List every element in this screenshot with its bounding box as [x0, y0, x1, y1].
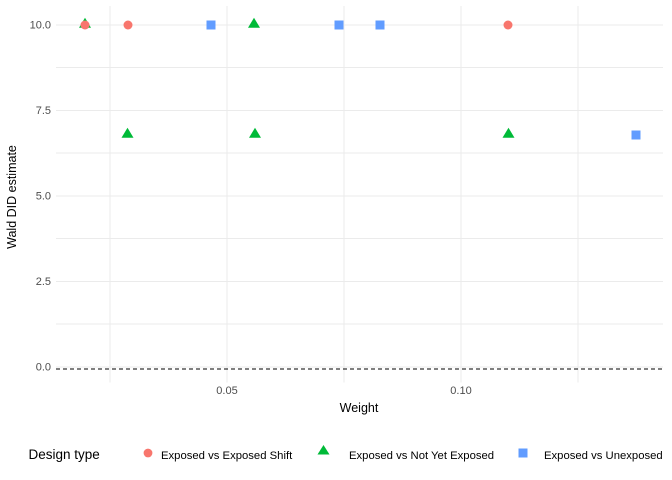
svg-text:0.10: 0.10 [450, 385, 471, 397]
svg-text:Wald DID estimate: Wald DID estimate [5, 145, 19, 249]
svg-text:0.0: 0.0 [36, 362, 51, 374]
svg-text:7.5: 7.5 [36, 105, 51, 117]
svg-text:5.0: 5.0 [36, 191, 51, 203]
svg-text:10.0: 10.0 [30, 20, 51, 32]
svg-text:Weight: Weight [340, 401, 379, 415]
svg-text:0.05: 0.05 [216, 385, 237, 397]
svg-text:2.5: 2.5 [36, 276, 51, 288]
